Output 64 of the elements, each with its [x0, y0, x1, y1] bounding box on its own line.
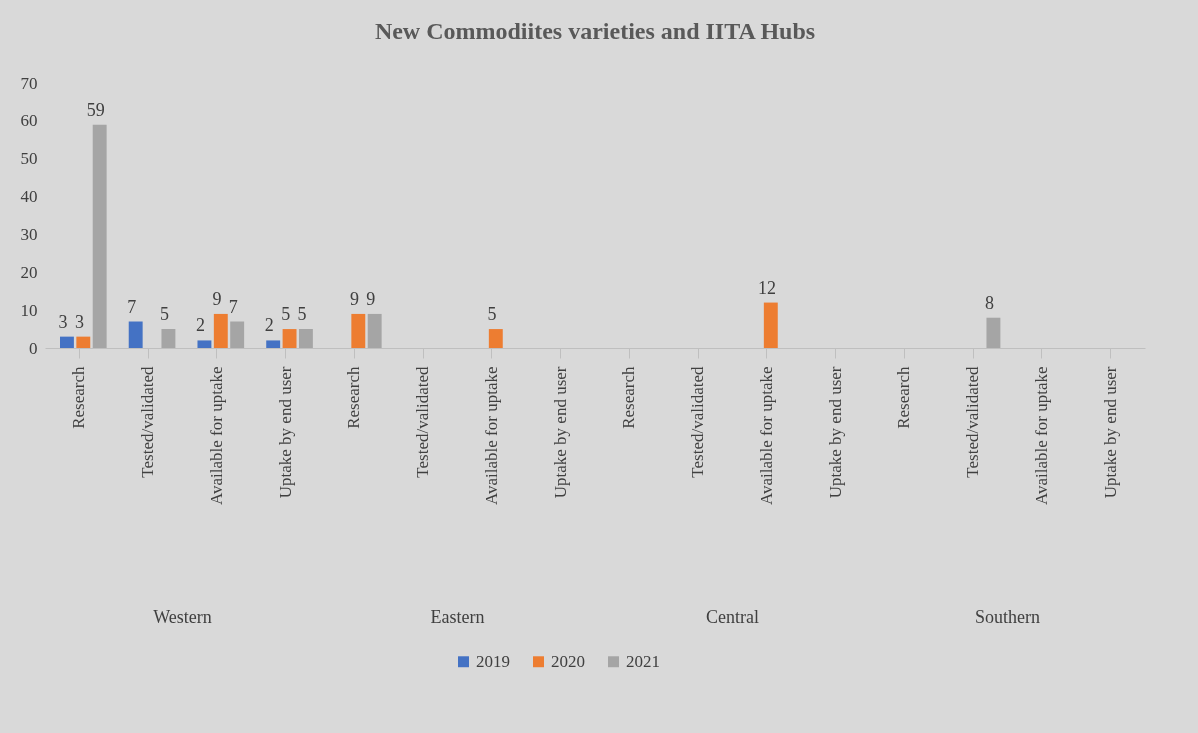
- y-tick-label: 30: [20, 224, 38, 244]
- x-tick-label: Tested/validated: [413, 366, 433, 478]
- legend-label: 2021: [626, 651, 660, 671]
- x-tick-label: Uptake by end user: [550, 366, 570, 499]
- text: Central: [706, 607, 759, 627]
- bar: [488, 329, 503, 348]
- data-label: 5: [159, 304, 169, 325]
- data-label: 5: [281, 304, 291, 325]
- x-tick-label: Uptake by end user: [1100, 366, 1120, 499]
- bar: [92, 124, 107, 348]
- x-tick-label: Available for uptake: [1031, 366, 1051, 505]
- text: Eastern: [430, 607, 485, 627]
- y-tick-label: 50: [20, 149, 38, 169]
- bar: [763, 302, 778, 348]
- bar: [986, 317, 1001, 348]
- y-tick-label: 70: [20, 73, 38, 93]
- bar: [367, 313, 382, 348]
- x-tick-label: Available for uptake: [206, 366, 226, 505]
- y-tick-label: 20: [20, 262, 38, 282]
- bar: [76, 336, 91, 348]
- x-tick-label: Tested/validated: [138, 366, 158, 478]
- bar: [128, 321, 143, 348]
- x-tick-label: Uptake by end user: [275, 366, 295, 499]
- bar: [59, 336, 74, 348]
- data-label: 9: [366, 288, 376, 309]
- x-tick-label: Available for uptake: [481, 366, 501, 505]
- bar: [351, 313, 366, 348]
- bar: [230, 321, 245, 348]
- data-label: 3: [58, 311, 68, 332]
- bar: [161, 329, 176, 348]
- legend-label: 2020: [551, 651, 585, 671]
- y-tick-label: 0: [29, 338, 38, 358]
- data-label: 59: [86, 99, 105, 120]
- x-tick-label: Tested/validated: [688, 366, 708, 478]
- bar: [197, 340, 212, 348]
- x-tick-label: Research: [344, 366, 364, 429]
- bar: [282, 329, 297, 348]
- text: Western: [153, 607, 212, 627]
- data-label: 2: [264, 315, 274, 336]
- x-tick-label: Research: [894, 366, 914, 429]
- y-tick-label: 40: [20, 187, 38, 207]
- data-label: 5: [487, 304, 497, 325]
- bar: [213, 313, 228, 348]
- data-label: 2: [196, 315, 206, 336]
- x-tick-label: Research: [619, 366, 639, 429]
- x-tick-label: Uptake by end user: [825, 366, 845, 499]
- data-label: 12: [757, 277, 776, 298]
- data-label: 9: [349, 288, 359, 309]
- y-tick-label: 10: [20, 300, 38, 320]
- text: Southern: [975, 607, 1040, 627]
- data-label: 5: [297, 304, 307, 325]
- data-label: 7: [127, 296, 137, 317]
- data-label: 9: [212, 288, 222, 309]
- data-label: 8: [984, 292, 994, 313]
- x-tick-label: Research: [69, 366, 89, 429]
- legend-label: 2019: [476, 651, 510, 671]
- bar: [266, 340, 281, 348]
- data-label: 3: [74, 311, 84, 332]
- bar: [298, 329, 313, 348]
- chart-title: New Commodiites varieties and IITA Hubs: [374, 18, 816, 44]
- y-tick-label: 60: [20, 111, 38, 131]
- x-tick-label: Tested/validated: [963, 366, 983, 478]
- x-tick-label: Available for uptake: [756, 366, 776, 505]
- data-label: 7: [228, 296, 238, 317]
